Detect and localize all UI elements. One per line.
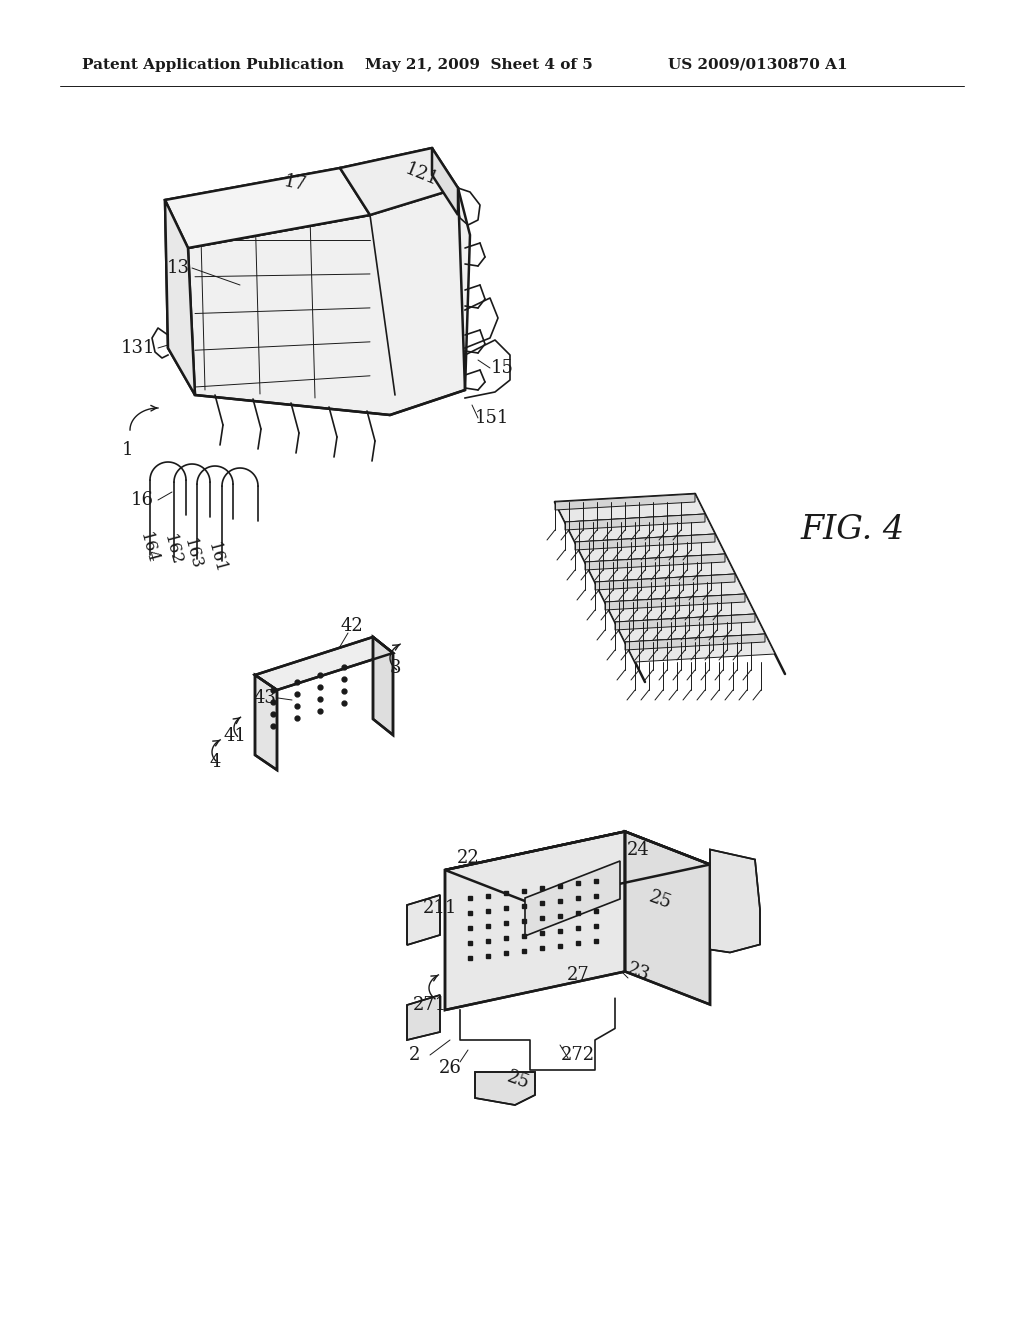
Text: 271: 271 xyxy=(413,997,447,1014)
Text: 2: 2 xyxy=(410,1045,421,1064)
Polygon shape xyxy=(605,594,755,622)
Text: 41: 41 xyxy=(223,727,247,744)
Text: 272: 272 xyxy=(561,1045,595,1064)
Text: US 2009/0130870 A1: US 2009/0130870 A1 xyxy=(668,58,848,73)
Polygon shape xyxy=(407,995,440,1040)
Text: 131: 131 xyxy=(121,339,156,356)
Text: 1: 1 xyxy=(122,441,134,459)
Text: 22: 22 xyxy=(457,849,479,867)
Polygon shape xyxy=(165,201,195,395)
Text: 13: 13 xyxy=(167,259,189,277)
Text: 211: 211 xyxy=(423,899,457,917)
Polygon shape xyxy=(555,494,695,510)
Text: Patent Application Publication: Patent Application Publication xyxy=(82,58,344,73)
Polygon shape xyxy=(565,513,705,531)
Text: 16: 16 xyxy=(130,491,154,510)
Polygon shape xyxy=(595,574,735,590)
Polygon shape xyxy=(255,638,393,690)
Polygon shape xyxy=(255,675,278,770)
Polygon shape xyxy=(445,832,625,1010)
Text: 163: 163 xyxy=(179,536,205,572)
Polygon shape xyxy=(585,554,735,582)
Text: 43: 43 xyxy=(254,689,276,708)
Polygon shape xyxy=(595,574,745,602)
Text: 25: 25 xyxy=(646,887,674,912)
Polygon shape xyxy=(625,634,765,649)
Polygon shape xyxy=(525,861,620,936)
Polygon shape xyxy=(615,614,765,642)
Text: FIG. 4: FIG. 4 xyxy=(800,513,904,546)
Text: 161: 161 xyxy=(204,540,228,576)
Polygon shape xyxy=(555,494,705,521)
Polygon shape xyxy=(585,554,725,570)
Text: 162: 162 xyxy=(160,532,184,568)
Polygon shape xyxy=(625,832,710,1005)
Text: 3: 3 xyxy=(389,659,400,677)
Polygon shape xyxy=(445,832,710,903)
Text: 15: 15 xyxy=(490,359,513,378)
Polygon shape xyxy=(340,148,458,215)
Text: 24: 24 xyxy=(627,841,649,859)
Text: 121: 121 xyxy=(402,160,441,190)
Polygon shape xyxy=(432,148,458,215)
Polygon shape xyxy=(165,168,370,248)
Polygon shape xyxy=(407,895,440,945)
Text: 25: 25 xyxy=(504,1068,531,1093)
Polygon shape xyxy=(615,614,755,630)
Text: 27: 27 xyxy=(566,966,590,983)
Polygon shape xyxy=(575,535,715,550)
Text: 4: 4 xyxy=(209,752,221,771)
Polygon shape xyxy=(710,850,760,953)
Text: 42: 42 xyxy=(341,616,364,635)
Text: 151: 151 xyxy=(475,409,509,426)
Polygon shape xyxy=(625,634,775,663)
Polygon shape xyxy=(373,638,393,735)
Text: 26: 26 xyxy=(438,1059,462,1077)
Polygon shape xyxy=(188,187,470,414)
Text: 23: 23 xyxy=(625,960,652,985)
Polygon shape xyxy=(605,594,745,610)
Text: 164: 164 xyxy=(136,531,161,565)
Polygon shape xyxy=(565,513,715,543)
Text: 17: 17 xyxy=(282,172,308,194)
Polygon shape xyxy=(475,1072,535,1105)
Polygon shape xyxy=(575,535,725,562)
Text: May 21, 2009  Sheet 4 of 5: May 21, 2009 Sheet 4 of 5 xyxy=(365,58,593,73)
